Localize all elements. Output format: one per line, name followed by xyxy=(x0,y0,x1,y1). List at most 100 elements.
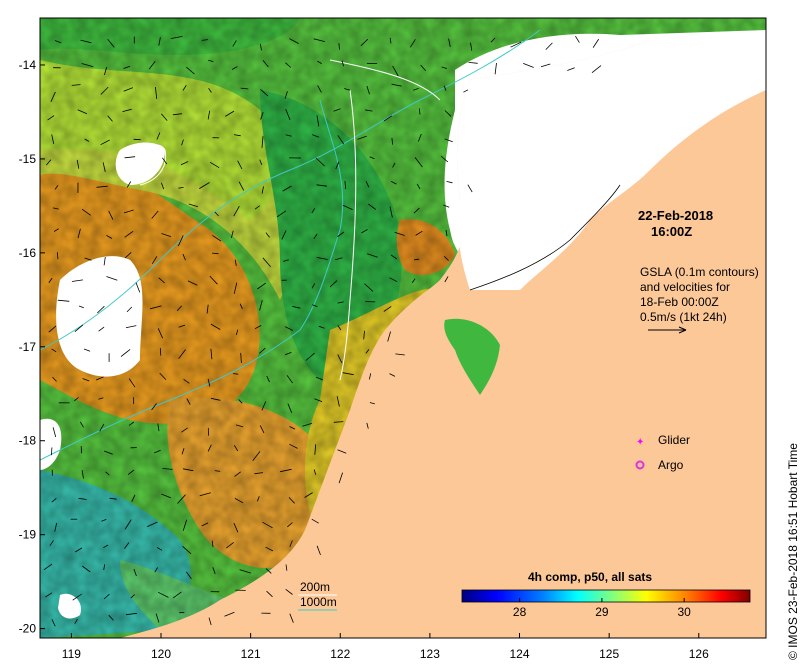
velocity-arrow xyxy=(317,60,322,64)
velocity-arrow xyxy=(122,108,132,112)
velocity-arrow xyxy=(206,304,209,314)
velocity-arrow xyxy=(239,569,251,574)
isobath-200-label: 200m xyxy=(300,580,330,594)
velocity-arrow xyxy=(238,181,245,191)
velocity-arrow xyxy=(363,330,365,340)
velocity-arrow xyxy=(233,522,239,533)
velocity-arrow xyxy=(106,235,113,239)
gsla-line-1: GSLA (0.1m contours) xyxy=(640,265,759,279)
velocity-arrow xyxy=(254,205,261,210)
velocity-arrow xyxy=(316,115,320,127)
velocity-arrow xyxy=(289,443,298,449)
velocity-arrow xyxy=(313,233,318,240)
velocity-arrow xyxy=(120,349,131,357)
velocity-arrow xyxy=(201,39,209,41)
isobath-200m-3 xyxy=(129,144,167,186)
velocity-arrow xyxy=(176,305,182,311)
velocity-arrow xyxy=(311,518,319,524)
velocity-arrow xyxy=(233,373,239,375)
velocity-arrow xyxy=(157,423,160,432)
velocity-arrow xyxy=(260,89,269,97)
gsla-line-2: and velocities for xyxy=(640,280,730,294)
velocity-arrow xyxy=(389,37,392,44)
velocity-arrow xyxy=(446,181,453,184)
velocity-arrow xyxy=(156,547,163,551)
velocity-arrow xyxy=(338,472,343,484)
velocity-arrow xyxy=(259,347,266,354)
velocity-arrow xyxy=(315,157,325,167)
velocity-arrow xyxy=(57,299,70,302)
velocity-arrow xyxy=(52,427,57,438)
velocity-arrow xyxy=(316,545,321,556)
velocity-arrow xyxy=(260,112,264,120)
velocity-arrow xyxy=(284,91,288,99)
lat-tick-label: -15 xyxy=(19,152,37,166)
velocity-arrow xyxy=(45,592,53,598)
dampier-peninsula xyxy=(444,318,500,395)
velocity-arrow xyxy=(104,66,108,76)
velocity-arrow xyxy=(315,376,323,381)
velocity-arrow xyxy=(82,565,91,573)
velocity-arrow xyxy=(266,590,273,598)
velocity-arrow xyxy=(126,181,132,188)
velocity-arrow xyxy=(108,210,114,220)
velocity-arrow xyxy=(43,563,53,571)
velocity-arrow xyxy=(444,138,453,143)
date-line-2: 16:00Z xyxy=(651,224,692,239)
velocity-arrow xyxy=(96,376,104,381)
velocity-arrow xyxy=(155,86,158,99)
velocity-arrow xyxy=(158,591,169,598)
velocity-arrow xyxy=(360,38,369,47)
argo-marker-icon xyxy=(635,460,645,470)
lat-tick-label: -18 xyxy=(19,434,37,448)
velocity-arrow xyxy=(254,325,262,330)
velocity-arrow xyxy=(208,87,212,93)
velocity-arrow xyxy=(409,39,416,48)
velocity-arrow xyxy=(265,232,270,238)
velocity-arrow xyxy=(124,542,130,549)
velocity-arrow xyxy=(394,231,405,236)
velocity-arrow xyxy=(209,275,218,285)
velocity-arrow xyxy=(48,277,53,284)
velocity-arrow xyxy=(78,305,84,309)
velocity-arrow xyxy=(364,109,373,112)
velocity-arrow xyxy=(160,113,168,121)
velocity-arrow xyxy=(186,66,195,75)
colorbar xyxy=(461,589,751,603)
velocity-arrow xyxy=(365,181,370,188)
velocity-arrow xyxy=(83,348,91,352)
velocity-arrow xyxy=(235,424,244,428)
velocity-arrow xyxy=(337,135,345,145)
velocity-arrow xyxy=(177,494,186,504)
velocity-arrow xyxy=(567,67,575,71)
velocity-arrow xyxy=(109,497,117,500)
velocity-arrow xyxy=(387,331,391,342)
velocity-arrow xyxy=(280,468,292,473)
velocity-arrow xyxy=(47,115,55,121)
velocity-arrow xyxy=(329,280,338,288)
velocity-arrow xyxy=(366,85,370,95)
velocity-arrow xyxy=(444,110,452,117)
velocity-arrow xyxy=(443,85,447,91)
velocity-arrow xyxy=(337,325,342,331)
velocity-arrow xyxy=(103,593,110,600)
velocity-arrow xyxy=(287,403,293,413)
longitude-axis: 119 120 121 122 123 124 125 126 xyxy=(62,633,709,661)
velocity-arrow xyxy=(289,540,293,548)
velocity-arrow xyxy=(108,614,114,621)
lon-tick-label: 125 xyxy=(599,647,619,661)
velocity-arrow xyxy=(591,65,602,74)
lat-tick-label: -19 xyxy=(19,528,37,542)
velocity-arrow xyxy=(285,564,288,571)
lon-tick-label: 126 xyxy=(689,647,709,661)
velocity-arrow xyxy=(336,396,340,407)
velocity-arrow xyxy=(314,444,317,455)
velocity-arrow xyxy=(124,156,136,159)
velocity-arrows xyxy=(43,35,602,627)
velocity-arrow xyxy=(225,542,234,549)
velocity-arrow xyxy=(81,63,94,68)
velocity-arrow xyxy=(123,65,131,69)
velocity-arrow xyxy=(54,40,62,44)
velocity-arrow xyxy=(282,185,292,192)
